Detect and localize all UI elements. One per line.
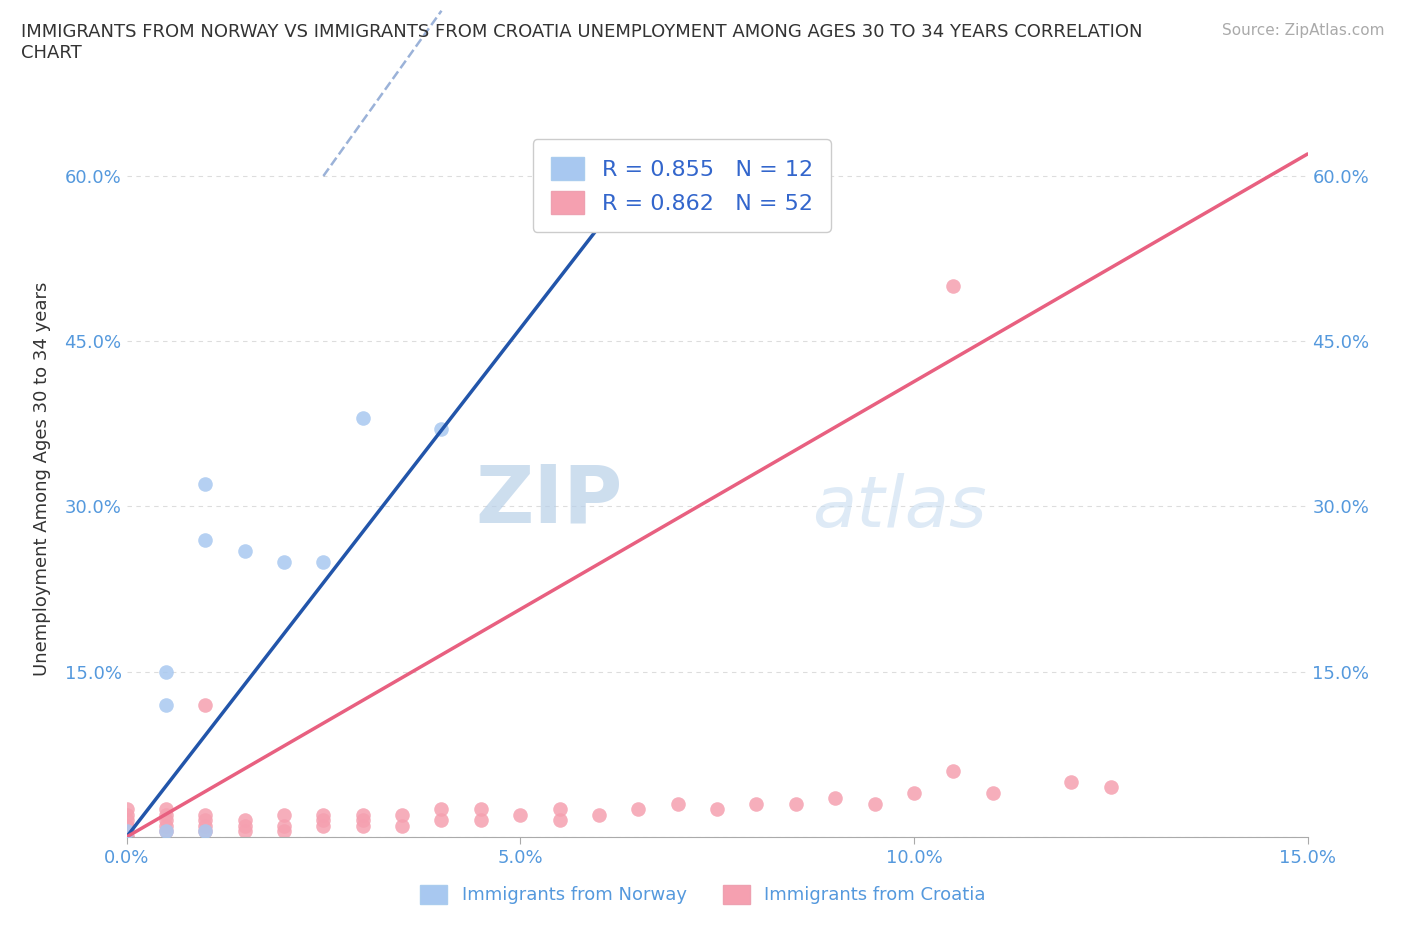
- Point: [155, 818, 177, 833]
- Point: [627, 802, 650, 817]
- Point: [824, 791, 846, 806]
- Point: [115, 824, 138, 839]
- Point: [194, 477, 217, 492]
- Point: [391, 818, 413, 833]
- Point: [115, 818, 138, 833]
- Point: [155, 813, 177, 828]
- Legend: Immigrants from Norway, Immigrants from Croatia: Immigrants from Norway, Immigrants from …: [413, 878, 993, 911]
- Point: [155, 664, 177, 679]
- Point: [981, 786, 1004, 801]
- Point: [155, 802, 177, 817]
- Point: [548, 802, 571, 817]
- Point: [942, 764, 965, 778]
- Point: [155, 698, 177, 712]
- Point: [233, 543, 256, 558]
- Text: Source: ZipAtlas.com: Source: ZipAtlas.com: [1222, 23, 1385, 38]
- Point: [470, 813, 492, 828]
- Point: [194, 698, 217, 712]
- Point: [194, 813, 217, 828]
- Point: [352, 813, 374, 828]
- Point: [470, 802, 492, 817]
- Point: [391, 807, 413, 822]
- Point: [115, 802, 138, 817]
- Point: [509, 807, 531, 822]
- Point: [115, 824, 138, 839]
- Text: ZIP: ZIP: [475, 461, 623, 539]
- Point: [194, 824, 217, 839]
- Point: [942, 279, 965, 294]
- Point: [745, 796, 768, 811]
- Point: [194, 824, 217, 839]
- Point: [430, 802, 453, 817]
- Point: [155, 824, 177, 839]
- Point: [548, 813, 571, 828]
- Point: [194, 807, 217, 822]
- Point: [194, 532, 217, 547]
- Point: [115, 830, 138, 844]
- Point: [1060, 775, 1083, 790]
- Point: [352, 807, 374, 822]
- Point: [273, 554, 295, 569]
- Point: [233, 813, 256, 828]
- Point: [352, 818, 374, 833]
- Text: IMMIGRANTS FROM NORWAY VS IMMIGRANTS FROM CROATIA UNEMPLOYMENT AMONG AGES 30 TO : IMMIGRANTS FROM NORWAY VS IMMIGRANTS FRO…: [21, 23, 1143, 62]
- Point: [273, 807, 295, 822]
- Point: [115, 813, 138, 828]
- Point: [666, 796, 689, 811]
- Point: [430, 422, 453, 437]
- Point: [155, 824, 177, 839]
- Y-axis label: Unemployment Among Ages 30 to 34 years: Unemployment Among Ages 30 to 34 years: [32, 282, 51, 676]
- Point: [194, 818, 217, 833]
- Point: [115, 830, 138, 844]
- Point: [352, 411, 374, 426]
- Point: [430, 813, 453, 828]
- Point: [312, 813, 335, 828]
- Point: [273, 818, 295, 833]
- Point: [312, 807, 335, 822]
- Point: [115, 807, 138, 822]
- Point: [312, 818, 335, 833]
- Point: [1099, 780, 1122, 795]
- Point: [233, 818, 256, 833]
- Point: [233, 824, 256, 839]
- Point: [785, 796, 807, 811]
- Text: atlas: atlas: [811, 473, 986, 542]
- Point: [903, 786, 925, 801]
- Point: [312, 554, 335, 569]
- Point: [588, 807, 610, 822]
- Point: [273, 824, 295, 839]
- Point: [706, 802, 728, 817]
- Legend: R = 0.855   N = 12, R = 0.862   N = 52: R = 0.855 N = 12, R = 0.862 N = 52: [533, 140, 831, 232]
- Point: [155, 807, 177, 822]
- Point: [863, 796, 886, 811]
